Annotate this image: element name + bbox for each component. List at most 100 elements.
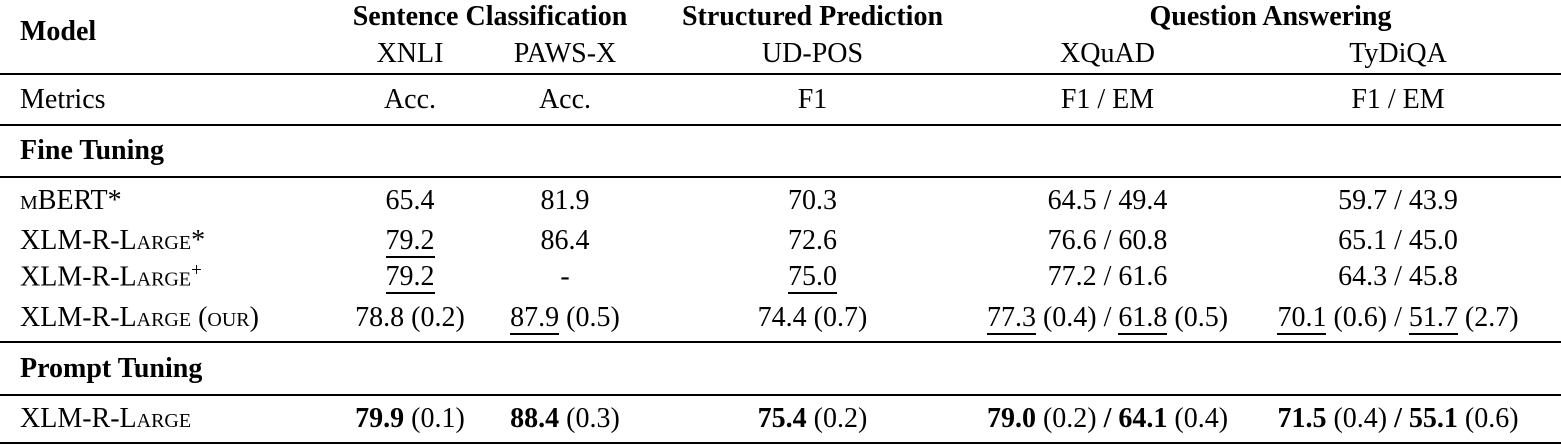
value-text: XLM-R-Large xyxy=(20,261,192,293)
group-header-sentence-classification: Sentence Classification xyxy=(352,1,628,32)
model-name: XLM-R-Large (our) xyxy=(0,295,335,342)
section-title-prompt-tuning: Prompt Tuning xyxy=(0,341,1561,395)
cell-tydiqa: 64.3 / 45.8 xyxy=(1235,259,1561,295)
cell-xnli: 65.4 xyxy=(335,176,485,223)
underlined-value: 79.2 xyxy=(385,261,435,294)
superscript-marker: + xyxy=(191,260,202,282)
underlined-value: 75.0 xyxy=(788,261,837,294)
underlined-value: 87.9 xyxy=(510,302,560,335)
cell-paws-x: 88.4 (0.3) xyxy=(485,394,645,443)
metric-tydiqa: F1 / EM xyxy=(1235,73,1561,125)
metrics-row: Metrics Acc. Acc. F1 F1 / EM F1 / EM xyxy=(0,73,1561,125)
cell-paws-x: 86.4 xyxy=(485,223,645,259)
metric-ud-pos: F1 xyxy=(645,73,980,125)
value-text: (0.2) xyxy=(806,403,868,434)
value-text: (0.6) / xyxy=(1326,302,1409,333)
model-name: XLM-R-Large xyxy=(0,394,335,443)
task-header-xnli: XNLI xyxy=(376,37,444,69)
cell-tydiqa: 59.7 / 43.9 xyxy=(1235,176,1561,223)
group-header-structured-prediction: Structured Prediction xyxy=(681,1,944,32)
bold-value: 71.5 xyxy=(1277,403,1327,434)
value-text: (0.4) xyxy=(1326,403,1395,434)
column-header-model: Model xyxy=(20,15,97,47)
cell-xquad: 76.6 / 60.8 xyxy=(980,223,1235,259)
value-text: (0.5) xyxy=(1167,302,1229,333)
cell-xnli: 79.9 (0.1) xyxy=(335,394,485,443)
bold-value: 75.4 xyxy=(757,403,807,434)
value-text: 64.5 / 49.4 xyxy=(1047,184,1168,216)
data-row-xlmr-large-our: XLM-R-Large (our) 78.8 (0.2) 87.9 (0.5) … xyxy=(0,295,1561,342)
header-row: Model Sentence Classification Structured… xyxy=(0,0,1561,47)
model-name: XLM-R-Large+ xyxy=(0,259,335,295)
value-text: (0.2) xyxy=(1035,403,1104,434)
value-text: (0.1) xyxy=(404,403,465,434)
bold-value: 79.9 xyxy=(355,403,405,434)
bold-value: 79.0 xyxy=(986,403,1036,434)
metric-paws-x: Acc. xyxy=(485,73,645,125)
section-row-prompt-tuning: Prompt Tuning xyxy=(0,341,1561,395)
underlined-value: 70.1 xyxy=(1277,302,1327,335)
task-header-ud-pos: UD-POS xyxy=(761,37,864,69)
value-text: 81.9 xyxy=(540,184,590,216)
task-header-tydiqa: TyDiQA xyxy=(1349,37,1447,69)
cell-xquad: 77.2 / 61.6 xyxy=(980,259,1235,295)
section-row-fine-tuning: Fine Tuning xyxy=(0,124,1561,177)
cell-tydiqa: 65.1 / 45.0 xyxy=(1235,223,1561,259)
value-text: - xyxy=(560,261,570,292)
value-text: XLM-R-Large* xyxy=(20,225,206,256)
cell-tydiqa: 70.1 (0.6) / 51.7 (2.7) xyxy=(1235,295,1561,342)
bold-value: / 55.1 xyxy=(1394,403,1458,434)
value-text: 76.6 / 60.8 xyxy=(1047,225,1168,256)
value-text: mBERT* xyxy=(20,184,122,216)
data-row-xlmr-large-plus: XLM-R-Large+ 79.2 - 75.0 77.2 / 61.6 64.… xyxy=(0,259,1561,295)
value-text: (0.5) xyxy=(559,302,620,333)
underlined-value: 61.8 xyxy=(1118,302,1168,335)
data-row-xlmr-large-prompt: XLM-R-Large 79.9 (0.1) 88.4 (0.3) 75.4 (… xyxy=(0,394,1561,443)
metrics-label: Metrics xyxy=(0,73,335,125)
model-name: XLM-R-Large* xyxy=(0,223,335,259)
section-title-fine-tuning: Fine Tuning xyxy=(0,124,1561,177)
value-text: 74.4 (0.7) xyxy=(757,302,868,333)
cell-xnli: 78.8 (0.2) xyxy=(335,295,485,342)
value-text: 64.3 / 45.8 xyxy=(1338,261,1458,292)
underlined-value: 79.2 xyxy=(385,225,435,258)
value-text: 78.8 (0.2) xyxy=(355,302,465,333)
value-text: 65.4 xyxy=(385,184,435,216)
value-text: 72.6 xyxy=(788,225,837,256)
metric-xnli: Acc. xyxy=(335,73,485,125)
value-text: (0.6) xyxy=(1457,403,1519,434)
value-text: (0.4) xyxy=(1167,403,1229,434)
cell-ud-pos: 72.6 xyxy=(645,223,980,259)
value-text: (0.4) / xyxy=(1035,302,1119,333)
bold-value: / 64.1 xyxy=(1103,403,1168,434)
value-text: XLM-R-Large xyxy=(20,403,192,434)
value-text: 65.1 / 45.0 xyxy=(1338,225,1458,256)
cell-ud-pos: 74.4 (0.7) xyxy=(645,295,980,342)
underlined-value: 51.7 xyxy=(1408,302,1458,335)
value-text: 86.4 xyxy=(540,225,590,256)
data-row-xlmr-large-star: XLM-R-Large* 79.2 86.4 72.6 76.6 / 60.8 … xyxy=(0,223,1561,259)
cell-xnli: 79.2 xyxy=(335,223,485,259)
value-text: 77.2 / 61.6 xyxy=(1047,261,1168,292)
cell-paws-x: 81.9 xyxy=(485,176,645,223)
group-header-question-answering: Question Answering xyxy=(1149,1,1392,32)
value-text: 70.3 xyxy=(788,184,837,216)
cell-xquad: 79.0 (0.2) / 64.1 (0.4) xyxy=(980,394,1235,443)
value-text: XLM-R-Large (our) xyxy=(20,302,259,333)
data-row-mbert: mBERT* 65.4 81.9 70.3 64.5 / 49.4 59.7 /… xyxy=(0,176,1561,223)
bold-value: 88.4 xyxy=(510,403,560,434)
value-text: (2.7) xyxy=(1457,302,1519,333)
model-name: mBERT* xyxy=(0,176,335,223)
task-header-xquad: XQuAD xyxy=(1060,37,1155,69)
cell-xquad: 77.3 (0.4) / 61.8 (0.5) xyxy=(980,295,1235,342)
metric-xquad: F1 / EM xyxy=(980,73,1235,125)
underlined-value: 77.3 xyxy=(986,302,1036,335)
task-row: XNLI PAWS-X UD-POS XQuAD TyDiQA xyxy=(0,34,1561,74)
cell-paws-x: 87.9 (0.5) xyxy=(485,295,645,342)
cell-xnli: 79.2 xyxy=(335,259,485,295)
cell-ud-pos: 75.4 (0.2) xyxy=(645,394,980,443)
cell-xquad: 64.5 / 49.4 xyxy=(980,176,1235,223)
cell-ud-pos: 70.3 xyxy=(645,176,980,223)
